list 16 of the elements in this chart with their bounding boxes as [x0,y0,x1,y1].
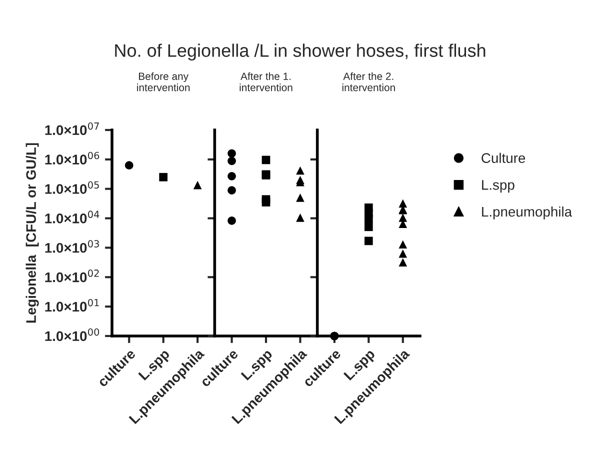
y-tick-label: 1.0×10$^{06}$ [45,152,100,164]
text: No. of Legionella /L in shower hoses, first flush [115,44,486,61]
chart-title: After the 2. intervention [342,72,395,92]
y-axis-title: Legionella [CFU/L or GU/L] [26,143,39,323]
legend-label: L.pneumophila [482,206,572,220]
chart-title: Before any intervention [137,72,190,92]
y-tick-label: 1.0×10$^{07}$ [45,122,99,136]
legend-label: Culture [482,152,526,163]
y-tick-label: 1.0×10$^{00}$ [45,328,100,342]
y-tick-label: 1.0×10$^{05}$ [45,181,99,194]
y-tick-label: 1.0×10$^{03}$ [45,240,99,253]
legend-label: L.spp [482,180,514,193]
y-tick-label: 1.0×10$^{01}$ [45,298,99,312]
chart-title: After the 1. intervention [240,72,292,92]
y-tick-label: 1.0×10$^{02}$ [45,270,99,282]
y-tick-label: 1.0×10$^{04}$ [45,210,100,224]
